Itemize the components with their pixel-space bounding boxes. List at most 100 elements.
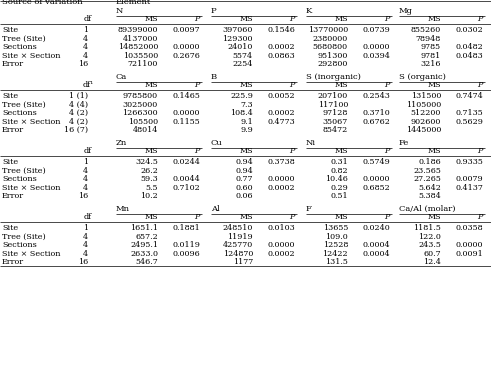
Text: 4: 4 [83,184,88,191]
Text: 0.0079: 0.0079 [455,175,483,183]
Text: 3025000: 3025000 [123,101,158,108]
Text: 0.0863: 0.0863 [267,52,295,59]
Text: df¹: df¹ [82,81,94,89]
Text: 85472: 85472 [323,126,348,134]
Text: Sections: Sections [2,109,37,117]
Text: 324.5: 324.5 [135,158,158,166]
Text: MS: MS [240,15,253,23]
Text: 512200: 512200 [410,109,441,117]
Text: 5680800: 5680800 [313,43,348,51]
Text: MS: MS [240,147,253,155]
Text: 0.29: 0.29 [330,184,348,191]
Text: Al: Al [211,205,220,212]
Text: 1: 1 [83,224,88,232]
Text: 10.46: 10.46 [325,175,348,183]
Text: 0.51: 0.51 [330,192,348,200]
Text: 0.0482: 0.0482 [455,43,483,51]
Text: MS: MS [427,147,441,155]
Text: Site × Section: Site × Section [2,184,60,191]
Text: 0.2676: 0.2676 [172,52,200,59]
Text: P: P [478,147,483,155]
Text: 78948: 78948 [416,34,441,43]
Text: P: P [194,213,200,221]
Text: 24010: 24010 [228,43,253,51]
Text: 0.7135: 0.7135 [455,109,483,117]
Text: 0.0000: 0.0000 [172,109,200,117]
Text: Zn: Zn [116,138,127,147]
Text: 9.1: 9.1 [240,117,253,126]
Text: 2380000: 2380000 [313,34,348,43]
Text: 23.565: 23.565 [413,166,441,175]
Text: Error: Error [2,126,24,134]
Text: Site: Site [2,92,18,100]
Text: 4: 4 [83,52,88,59]
Text: 0.60: 0.60 [235,184,253,191]
Text: 0.0000: 0.0000 [172,43,200,51]
Text: 0.94: 0.94 [235,158,253,166]
Text: Site: Site [2,158,18,166]
Text: Site: Site [2,224,18,232]
Text: 10.2: 10.2 [140,192,158,200]
Text: 16: 16 [78,258,88,266]
Text: S (organic): S (organic) [399,73,446,80]
Text: 0.0002: 0.0002 [268,249,295,258]
Text: MS: MS [144,81,158,89]
Text: 60.7: 60.7 [423,249,441,258]
Text: 0.0002: 0.0002 [268,43,295,51]
Text: 1035500: 1035500 [123,52,158,59]
Text: 0.0103: 0.0103 [267,224,295,232]
Text: 0.7474: 0.7474 [455,92,483,100]
Text: Site × Section: Site × Section [2,249,60,258]
Text: Sections: Sections [2,175,37,183]
Text: 0.186: 0.186 [418,158,441,166]
Text: MS: MS [334,15,348,23]
Text: 0.0000: 0.0000 [268,175,295,183]
Text: 35067: 35067 [323,117,348,126]
Text: Sections: Sections [2,241,37,249]
Text: 2633.0: 2633.0 [130,249,158,258]
Text: 0.4137: 0.4137 [455,184,483,191]
Text: MS: MS [427,213,441,221]
Text: Sections: Sections [2,43,37,51]
Text: 27.265: 27.265 [413,175,441,183]
Text: 5.642: 5.642 [418,184,441,191]
Text: P: P [478,15,483,23]
Text: 4137000: 4137000 [123,34,158,43]
Text: 5574: 5574 [233,52,253,59]
Text: 16 (7): 16 (7) [64,126,88,134]
Text: Tree (Site): Tree (Site) [2,101,46,108]
Text: Tree (Site): Tree (Site) [2,166,46,175]
Text: 1181.5: 1181.5 [413,224,441,232]
Text: 26.2: 26.2 [140,166,158,175]
Text: 2254: 2254 [233,60,253,68]
Text: MS: MS [240,81,253,89]
Text: P: P [194,15,200,23]
Text: 0.0002: 0.0002 [268,184,295,191]
Text: 4: 4 [83,43,88,51]
Text: 105500: 105500 [128,117,158,126]
Text: 207100: 207100 [318,92,348,100]
Text: 1105000: 1105000 [406,101,441,108]
Text: P: P [290,147,295,155]
Text: 0.1465: 0.1465 [172,92,200,100]
Text: 9785: 9785 [421,43,441,51]
Text: MS: MS [427,15,441,23]
Text: 1: 1 [83,158,88,166]
Text: 1177: 1177 [233,258,253,266]
Text: 0.0002: 0.0002 [268,109,295,117]
Text: 951300: 951300 [318,52,348,59]
Text: 3216: 3216 [420,60,441,68]
Text: 1: 1 [83,26,88,34]
Text: Fe: Fe [399,138,409,147]
Text: 16: 16 [78,60,88,68]
Text: 0.0302: 0.0302 [455,26,483,34]
Text: 48014: 48014 [133,126,158,134]
Text: 108.4: 108.4 [230,109,253,117]
Text: MS: MS [144,15,158,23]
Text: 0.0483: 0.0483 [455,52,483,59]
Text: F: F [306,205,312,212]
Text: 0.0004: 0.0004 [362,241,390,249]
Text: 0.77: 0.77 [236,175,253,183]
Text: 0.1155: 0.1155 [172,117,200,126]
Text: 0.0119: 0.0119 [172,241,200,249]
